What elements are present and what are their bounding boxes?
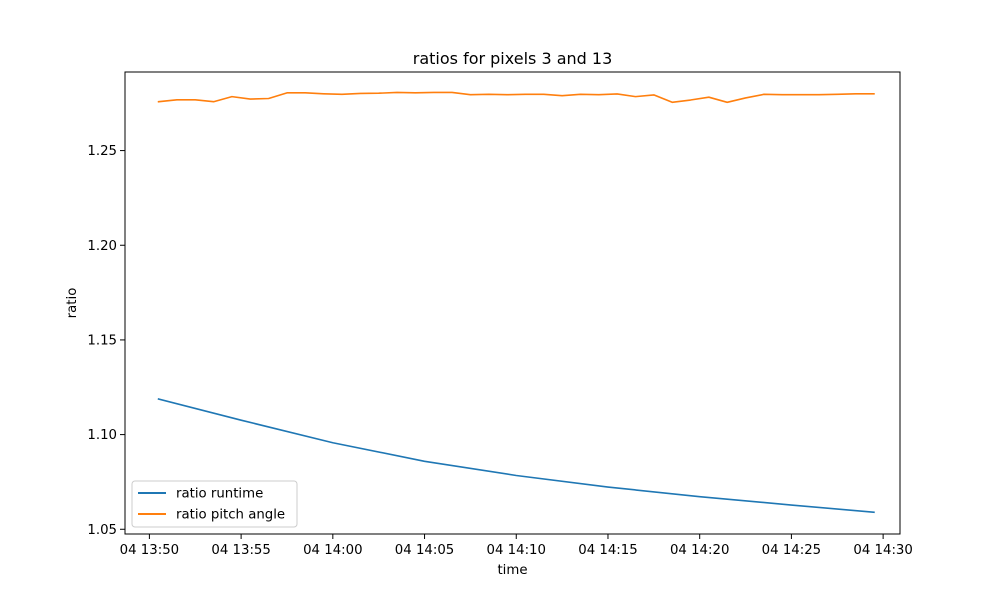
x-axis: 04 13:50 04 13:55 04 14:00 04 14:05 04 14:10… <box>120 534 913 558</box>
y-tick-label: 1.15 <box>87 333 117 348</box>
chart-title: ratios for pixels 3 and 13 <box>413 49 613 68</box>
x-tick-label: 04 13:55 <box>211 543 270 558</box>
plot-frame <box>124 71 901 535</box>
y-tick-label: 1.10 <box>87 428 117 443</box>
x-axis-label: time <box>497 563 527 578</box>
x-tick-label: 04 14:00 <box>303 543 362 558</box>
y-tick-label: 1.25 <box>87 144 117 159</box>
y-tick-label: 1.05 <box>87 523 117 538</box>
y-axis-label: ratio <box>65 288 80 319</box>
y-axis: 1.05 1.10 1.15 1.20 1.25 <box>87 144 125 538</box>
y-tick-label: 1.20 <box>87 239 117 254</box>
series-line-ratio-pitch-angle <box>157 91 875 104</box>
x-tick-label: 04 14:05 <box>395 543 454 558</box>
legend-box <box>131 480 298 528</box>
x-tick-label: 04 14:20 <box>670 543 729 558</box>
x-tick-label: 04 14:15 <box>578 543 637 558</box>
series-layer <box>157 91 875 514</box>
x-tick-label: 04 14:30 <box>853 543 912 558</box>
legend-label-ratio-runtime: ratio runtime <box>176 487 263 502</box>
series-line-ratio-runtime <box>157 398 875 514</box>
legend: ratio runtime ratio pitch angle <box>131 480 298 528</box>
legend-label-ratio-pitch-angle: ratio pitch angle <box>176 508 285 523</box>
x-tick-label: 04 14:10 <box>487 543 546 558</box>
plot-area: 04 13:50 04 13:55 04 14:00 04 14:05 04 14:10… <box>87 71 913 558</box>
x-tick-label: 04 14:25 <box>762 543 821 558</box>
x-tick-label: 04 13:50 <box>120 543 179 558</box>
